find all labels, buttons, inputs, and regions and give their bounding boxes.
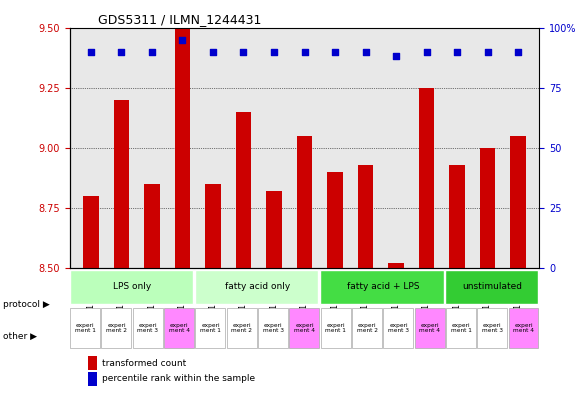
Point (392, 53, 401, 59)
Bar (358, 165, 373, 268)
Text: other ▶: other ▶ (3, 332, 37, 340)
Text: GDS5311 / ILMN_1244431: GDS5311 / ILMN_1244431 (98, 13, 261, 26)
Text: fatty acid only: fatty acid only (225, 282, 290, 291)
Bar (509, 308, 538, 348)
Bar (258, 308, 288, 348)
Bar (297, 136, 312, 268)
Point (300, 48, 309, 55)
Text: experi
ment 2: experi ment 2 (106, 323, 127, 333)
Point (269, 48, 278, 55)
Text: experi
ment 4: experi ment 4 (513, 323, 534, 333)
Bar (419, 88, 434, 268)
Text: experi
ment 1: experi ment 1 (451, 323, 472, 333)
Bar (195, 270, 318, 304)
Bar (289, 308, 319, 348)
Point (452, 48, 462, 55)
Point (483, 48, 492, 55)
Text: fatty acid + LPS: fatty acid + LPS (346, 282, 419, 291)
Bar (480, 148, 495, 268)
Bar (84, 196, 99, 268)
Bar (389, 263, 404, 268)
Bar (144, 184, 160, 268)
Text: transformed count: transformed count (102, 359, 186, 368)
Text: experi
ment 1: experi ment 1 (200, 323, 221, 333)
Text: unstimulated: unstimulated (462, 282, 523, 291)
Bar (352, 308, 382, 348)
Bar (102, 308, 131, 348)
Point (117, 48, 126, 55)
Bar (446, 308, 476, 348)
Bar (327, 172, 343, 268)
Text: experi
ment 3: experi ment 3 (388, 323, 409, 333)
Bar (205, 184, 220, 268)
Bar (236, 112, 251, 268)
Bar (133, 308, 162, 348)
Bar (70, 308, 100, 348)
Text: protocol ▶: protocol ▶ (3, 300, 50, 309)
Text: experi
ment 3: experi ment 3 (263, 323, 284, 333)
Bar (445, 270, 538, 304)
Point (361, 48, 370, 55)
Bar (114, 99, 129, 268)
Bar (321, 308, 350, 348)
Point (239, 48, 248, 55)
Text: experi
ment 1: experi ment 1 (325, 323, 346, 333)
Bar (195, 308, 225, 348)
Text: experi
ment 3: experi ment 3 (482, 323, 503, 333)
Bar (70, 270, 193, 304)
Bar (450, 165, 465, 268)
Bar (164, 308, 194, 348)
Bar (415, 308, 444, 348)
Text: experi
ment 4: experi ment 4 (169, 323, 190, 333)
Text: percentile rank within the sample: percentile rank within the sample (102, 374, 255, 383)
Point (422, 48, 431, 55)
Text: LPS only: LPS only (113, 282, 151, 291)
Bar (510, 136, 525, 268)
Bar (88, 372, 97, 386)
Bar (320, 270, 444, 304)
Bar (175, 28, 190, 268)
Point (208, 48, 218, 55)
Point (331, 48, 340, 55)
Bar (227, 308, 256, 348)
Text: experi
ment 2: experi ment 2 (231, 323, 252, 333)
Point (147, 48, 157, 55)
Text: experi
ment 4: experi ment 4 (419, 323, 440, 333)
Bar (266, 191, 282, 268)
Point (86, 48, 96, 55)
Text: experi
ment 2: experi ment 2 (357, 323, 378, 333)
Text: experi
ment 4: experi ment 4 (294, 323, 315, 333)
Bar (477, 308, 507, 348)
Point (513, 48, 523, 55)
Bar (88, 356, 97, 370)
Text: experi
ment 3: experi ment 3 (137, 323, 158, 333)
Bar (383, 308, 413, 348)
Text: experi
ment 1: experi ment 1 (75, 323, 96, 333)
Point (178, 37, 187, 43)
